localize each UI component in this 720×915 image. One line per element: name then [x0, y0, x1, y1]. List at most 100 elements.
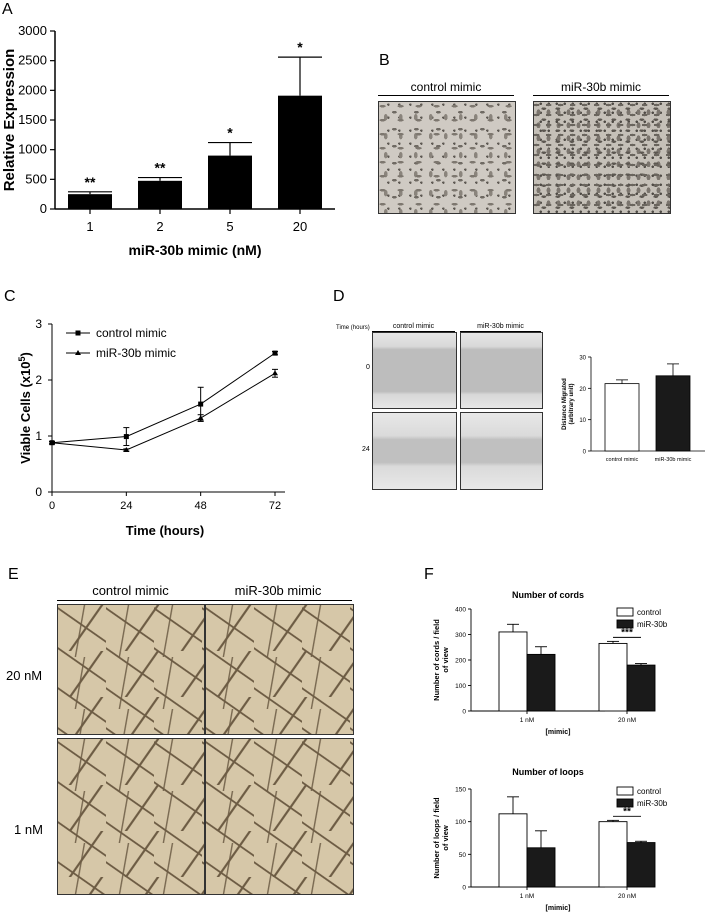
chart-f2-bar [526, 847, 556, 888]
chart-c-ytick-label: 1 [35, 429, 42, 443]
chart-f1-xtick-label: 20 nM [618, 717, 636, 724]
chart-f2-xtick-label: 20 nM [618, 893, 636, 900]
chart-f-number-of-cords: Number of cords 0 100 200 300 400 1 nM 20 nM ***… [432, 590, 668, 736]
tube-image-control-20nm [57, 604, 205, 735]
chart-a-ytick-label: 2000 [18, 82, 47, 97]
chart-f2-ylabel: Number of loops / field [432, 797, 441, 879]
chart-f-number-of-loops: Number of loops 0 50 100 150 1 nM 20 nM ** [mimi… [432, 767, 668, 912]
chart-f2-ytick-label: 0 [462, 885, 466, 892]
chart-f1-ytick-label: 100 [455, 683, 466, 690]
chart-f1-significance: *** [621, 627, 633, 638]
chart-f2-title: Number of loops [512, 767, 584, 777]
chart-f1-legend-swatch [616, 607, 634, 617]
panel-e-row-label-20nm: 20 nM [6, 668, 43, 683]
chart-c-legend-marker [75, 330, 81, 336]
chart-f1-xtick-label: 1 nM [520, 717, 534, 724]
chart-f1-ytick-label: 200 [455, 658, 466, 665]
chart-f2-legend-label: miR-30b [637, 799, 668, 808]
chart-f2-significance: ** [623, 806, 631, 817]
panel-e-caption-mir30b: miR-30b mimic [234, 583, 322, 598]
chart-f1-xlabel: [mimic] [546, 729, 571, 736]
chart-d-ylabel-unit: (arbitrary unit) [569, 383, 575, 424]
panel-label-d: D [333, 288, 345, 305]
chart-c-point [197, 415, 204, 421]
chart-d-xtick-label: control mimic [606, 457, 639, 463]
chart-a-ytick-label: 2500 [18, 53, 47, 68]
chart-c-xtick-label: 72 [269, 500, 281, 512]
chart-d-bar [604, 383, 640, 452]
chart-f1-title: Number of cords [512, 590, 584, 600]
chart-c-xtick-label: 0 [49, 500, 55, 512]
chart-a-bar [138, 180, 182, 209]
chart-f2-legend-label: control [637, 787, 661, 796]
chart-a-relative-expression: 0 500 1000 1500 2000 2500 3000 1 ** 2 ** 5 * 20 * miR-3… [1, 23, 335, 258]
panel-d-caption-mir30b: miR-30b mimic [477, 323, 524, 330]
chart-a-xtick-label: 20 [293, 219, 307, 234]
chart-f1-legend-label: miR-30b [637, 620, 668, 629]
chart-a-ytick-label: 1500 [18, 112, 47, 127]
chart-d-ytick-label: 0 [583, 450, 587, 456]
chart-c-series-line [51, 352, 276, 444]
chart-c-xtick-label: 24 [120, 500, 132, 512]
panel-label-a: A [2, 1, 13, 18]
chart-a-ylabel: Relative Expression [1, 49, 18, 192]
chart-f2-bar [498, 813, 528, 888]
chart-f2-ytick-label: 50 [459, 852, 467, 859]
chart-f2-bar [598, 821, 628, 888]
chart-f1-ylabel-line2: of view [441, 647, 450, 673]
tube-image-mir30b-20nm [205, 604, 354, 735]
chart-c-ytick-label: 3 [35, 317, 42, 331]
chart-a-significance: * [297, 39, 303, 55]
chart-f1-legend-label: control [637, 608, 661, 617]
chart-c-legend-marker [75, 350, 81, 355]
chart-d-xtick-label: miR-30b mimic [655, 457, 692, 463]
chart-a-ytick-label: 0 [40, 201, 47, 216]
panel-e-caption-control: control mimic [92, 583, 169, 598]
chart-c-ytick-label: 2 [35, 373, 42, 387]
panel-b-caption-mir30b: miR-30b mimic [560, 80, 641, 94]
micrograph-control-mimic-cells [378, 101, 516, 214]
chart-f2-xlabel: [mimic] [546, 905, 571, 912]
panel-d-row-label-0: 0 [366, 364, 370, 371]
chart-f1-bar [498, 631, 528, 712]
chart-d-ylabel: Distance Migrated [562, 378, 568, 430]
chart-a-bar [208, 155, 252, 209]
chart-a-significance: ** [85, 174, 96, 190]
chart-d-ytick-label: 30 [579, 356, 586, 362]
chart-c-xlabel: Time (hours) [126, 523, 205, 538]
micrograph-mir30b-mimic-cells [533, 101, 671, 214]
wound-image-mir30b-24h [460, 412, 543, 490]
chart-f1-ytick-label: 0 [462, 709, 466, 716]
chart-a-significance: * [227, 125, 233, 141]
chart-f1-ytick-label: 400 [455, 607, 466, 614]
chart-c-point [49, 439, 55, 445]
wound-image-mir30b-0h [460, 332, 543, 409]
panel-label-f: F [424, 566, 434, 583]
panel-e-caption-rule-mir30b [204, 600, 352, 601]
chart-f1-ytick-label: 300 [455, 632, 466, 639]
chart-a-ytick-label: 1000 [18, 142, 47, 157]
panel-d-caption-control: control mimic [392, 323, 435, 330]
chart-c-legend-label: miR-30b mimic [96, 346, 176, 360]
panel-d-caption-rule-mir30b [460, 331, 541, 332]
chart-c-point [272, 370, 278, 376]
chart-d-ytick-label: 10 [579, 418, 586, 424]
chart-f2-ytick-label: 100 [455, 819, 466, 826]
chart-d-ytick-label: 20 [579, 387, 586, 393]
chart-f1-legend-swatch [616, 619, 634, 629]
panel-e-row-label-1nm: 1 nM [14, 822, 43, 837]
panel-label-c: C [4, 288, 16, 305]
chart-d-bar [655, 375, 691, 452]
chart-a-xtick-label: 5 [226, 219, 233, 234]
chart-d-distance-migrated: 0 10 20 30 control mimic miR-30b mimic Distanc… [562, 356, 705, 463]
chart-f2-ytick-label: 150 [455, 787, 466, 794]
chart-f2-legend-swatch [616, 786, 634, 796]
panel-d-time-header: Time (hours) [336, 325, 370, 331]
chart-a-bar [278, 95, 322, 209]
chart-c-series-line [51, 372, 276, 451]
chart-f2-bar [626, 842, 656, 888]
chart-a-bar [68, 194, 112, 209]
tube-image-mir30b-1nm [205, 738, 354, 895]
panel-d-row-label-24: 24 [362, 446, 370, 453]
panel-label-e: E [8, 566, 19, 583]
